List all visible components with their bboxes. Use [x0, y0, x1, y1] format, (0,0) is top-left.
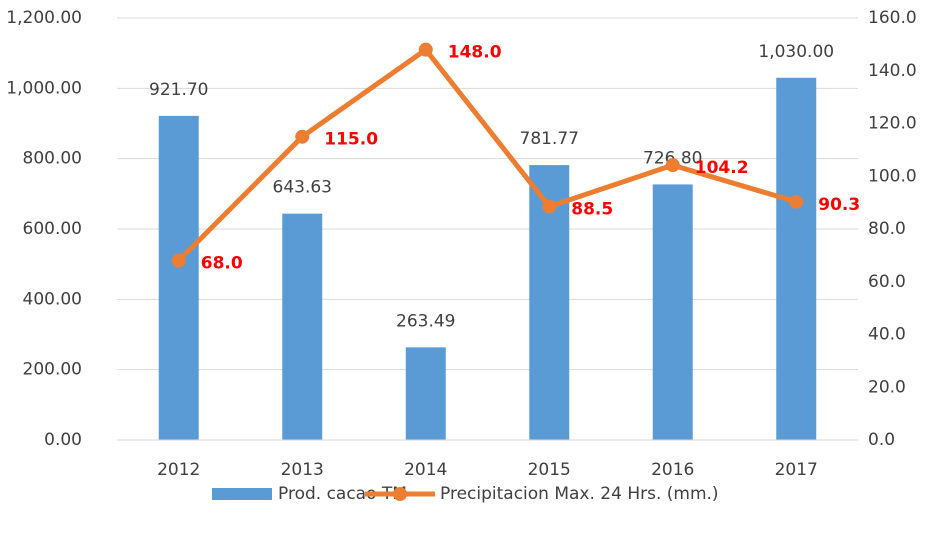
- y2-tick-label: 0.0: [868, 430, 895, 450]
- x-tick-label: 2016: [651, 460, 694, 480]
- bar-value-label: 921.70: [149, 80, 208, 100]
- line-value-label: 115.0: [324, 130, 378, 150]
- y-tick-label: 200.00: [23, 360, 82, 380]
- legend-label: Precipitacion Max. 24 Hrs. (mm.): [440, 484, 719, 504]
- line-marker: [665, 158, 680, 173]
- bar: [405, 347, 446, 440]
- legend-swatch: [212, 488, 272, 500]
- y-tick-label: 0.00: [44, 430, 82, 450]
- x-tick-label: 2013: [281, 460, 324, 480]
- line-value-label: 90.3: [818, 195, 860, 215]
- line-marker: [171, 253, 186, 268]
- line-marker: [418, 42, 433, 57]
- y2-tick-label: 80.0: [868, 219, 906, 239]
- bar-value-label: 781.77: [520, 129, 579, 149]
- line-value-label: 88.5: [571, 200, 613, 220]
- bar: [776, 77, 817, 441]
- y2-tick-label: 60.0: [868, 272, 906, 292]
- y-tick-label: 800.00: [23, 149, 82, 169]
- x-tick-label: 2017: [775, 460, 818, 480]
- y2-tick-label: 140.0: [868, 61, 917, 81]
- line-value-label: 68.0: [201, 254, 243, 274]
- line-marker: [542, 199, 557, 214]
- y2-tick-label: 40.0: [868, 325, 906, 345]
- line-value-label: 104.2: [695, 158, 749, 178]
- line: [176, 47, 797, 263]
- bar: [282, 213, 323, 440]
- y2-tick-label: 20.0: [868, 377, 906, 397]
- bar-value-label: 1,030.00: [758, 42, 834, 62]
- y2-tick-label: 100.0: [868, 166, 917, 186]
- bar-value-label: 263.49: [396, 311, 455, 331]
- x-tick-label: 2014: [404, 460, 447, 480]
- legend-swatch: [393, 487, 407, 501]
- x-tick-label: 2015: [528, 460, 571, 480]
- line-value-label: 148.0: [448, 43, 502, 63]
- y-tick-label: 1,000.00: [6, 78, 82, 98]
- x-tick-label: 2012: [157, 460, 200, 480]
- legend-label: Prod. cacao TM: [278, 484, 407, 504]
- bar: [158, 115, 199, 440]
- y-tick-label: 400.00: [23, 289, 82, 309]
- y-tick-label: 1,200.00: [6, 8, 82, 28]
- bar: [652, 184, 693, 440]
- line-marker: [789, 194, 804, 209]
- bar-value-label: 643.63: [273, 178, 332, 198]
- line-marker: [295, 129, 310, 144]
- y2-tick-label: 120.0: [868, 114, 917, 134]
- y-tick-label: 600.00: [23, 219, 82, 239]
- y2-tick-label: 160.0: [868, 8, 917, 28]
